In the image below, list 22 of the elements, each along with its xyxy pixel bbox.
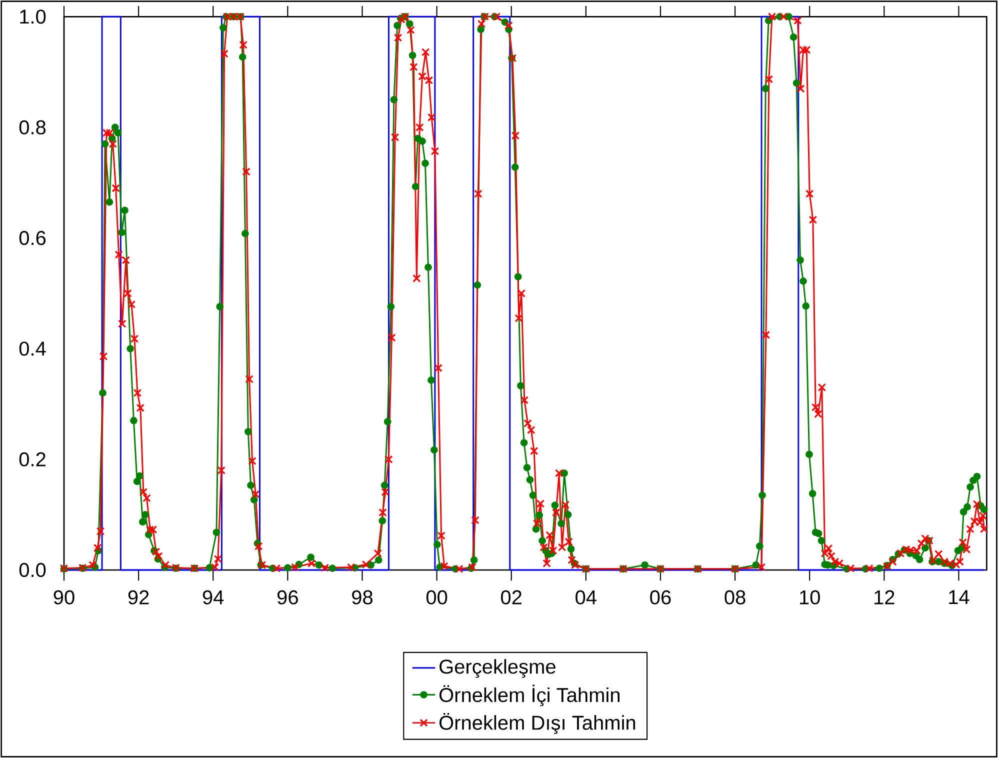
- legend-label: Örneklem İçi Tahmin: [439, 684, 620, 706]
- x-tick-label: 02: [501, 590, 522, 604]
- y-tick-label: 0.6: [19, 230, 46, 246]
- x-tick-label: 06: [650, 590, 671, 604]
- x-tick-label: 14: [949, 590, 970, 604]
- y-tick-label: 0.0: [19, 562, 46, 578]
- y-tick-label: 1.0: [20, 10, 46, 24]
- x-tick-label: 08: [724, 590, 746, 604]
- x-tick-label: 94: [202, 590, 224, 604]
- x-tick-label: 00: [426, 590, 448, 604]
- x-tick-label: 10: [800, 590, 820, 604]
- x-tick-label: 98: [352, 590, 372, 604]
- x-tick-label: 12: [874, 590, 894, 604]
- x-tick-label: 90: [54, 590, 74, 604]
- legend-label: Gerçekleşme: [440, 659, 556, 678]
- x-tick-label: 04: [576, 590, 596, 604]
- x-tick-label: 92: [128, 590, 149, 604]
- y-tick-label: 0.8: [19, 120, 46, 134]
- legend-label: Örneklem Dışı Tahmin: [439, 712, 636, 734]
- x-tick-label: 96: [278, 590, 298, 604]
- y-tick-label: 0.4: [19, 342, 46, 356]
- y-tick-label: 0.2: [19, 452, 46, 466]
